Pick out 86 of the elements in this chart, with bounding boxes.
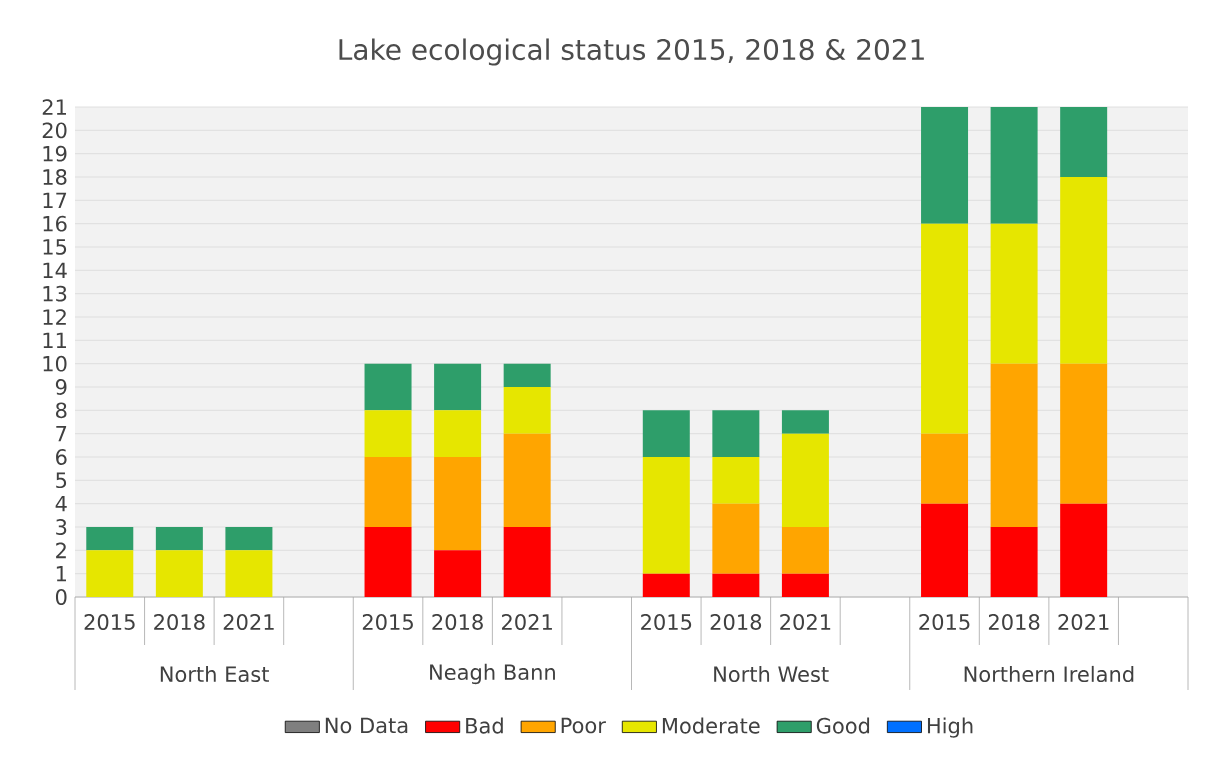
- y-tick-label: 8: [55, 402, 67, 419]
- y-tick-label: 9: [55, 379, 67, 395]
- bar: [1060, 363, 1108, 504]
- bar: [503, 363, 551, 387]
- x-tick-label: 2015: [362, 614, 413, 630]
- bar: [712, 457, 760, 504]
- y-tick-label: 1: [56, 566, 66, 582]
- y-tick-label: 11: [43, 332, 66, 348]
- bar: [642, 457, 690, 574]
- x-tick-label: 2018: [710, 614, 762, 630]
- bar: [364, 527, 412, 597]
- x-tick-label: 2018: [154, 614, 205, 630]
- x-tick-label: 2015: [84, 614, 135, 630]
- bar: [781, 433, 829, 527]
- bar: [364, 363, 412, 411]
- x-tick-label: 2015: [919, 614, 970, 630]
- bar: [434, 550, 482, 597]
- chart-title: Lake ecological status 2015, 2018 & 2021: [339, 38, 924, 66]
- y-tick-label: 10: [43, 355, 67, 372]
- bar: [86, 527, 134, 551]
- text: North West: [714, 665, 829, 683]
- bar: [781, 527, 829, 574]
- bar: [712, 410, 760, 457]
- bar: [990, 223, 1038, 364]
- bar: [1060, 177, 1108, 364]
- bar: [503, 527, 551, 597]
- y-tick-label: 20: [42, 122, 67, 139]
- y-tick-label: 4: [55, 496, 67, 512]
- legend-label: Good: [816, 717, 870, 734]
- x-tick-label: 2021: [1058, 614, 1109, 630]
- bar: [642, 573, 690, 597]
- bar: [990, 107, 1038, 224]
- bar: [225, 550, 273, 597]
- x-tick-label: 2018: [432, 614, 483, 630]
- text: North East: [160, 665, 269, 683]
- bar: [781, 410, 829, 434]
- text: Northern Ireland: [964, 665, 1134, 683]
- y-tick-label: 17: [43, 192, 67, 208]
- text: Neagh Bann: [430, 663, 555, 685]
- bar: [1060, 107, 1108, 177]
- y-tick-label: 19: [43, 145, 67, 162]
- y-tick-label: 16: [43, 215, 67, 232]
- bar: [1060, 503, 1108, 597]
- bar: [434, 457, 482, 551]
- legend-label: Poor: [561, 717, 606, 734]
- y-tick-label: 14: [43, 262, 67, 278]
- y-tick-label: 2: [56, 542, 66, 559]
- bar: [225, 527, 273, 551]
- bar: [990, 527, 1038, 597]
- bar: [434, 410, 482, 457]
- x-tick-label: 2021: [780, 614, 831, 630]
- legend-label: No Data: [325, 717, 408, 734]
- y-tick-label: 0: [55, 589, 67, 605]
- bar: [434, 363, 482, 411]
- y-tick-label: 5: [56, 472, 67, 489]
- y-tick-label: 18: [43, 169, 67, 185]
- y-tick-label: 3: [56, 519, 67, 535]
- bar: [364, 410, 412, 457]
- bar: [155, 527, 203, 551]
- bar: [921, 223, 969, 434]
- x-tick-label: 2018: [988, 614, 1040, 630]
- bar: [503, 387, 551, 434]
- y-tick-label: 13: [43, 285, 67, 302]
- bar: [921, 433, 969, 504]
- y-tick-label: 6: [56, 449, 67, 465]
- legend-label: High: [927, 717, 973, 738]
- x-tick-label: 2021: [223, 614, 274, 630]
- bar: [364, 457, 412, 527]
- legend-label: Bad: [466, 717, 503, 734]
- bar: [155, 550, 203, 597]
- bar: [921, 107, 969, 224]
- bar: [781, 573, 829, 597]
- bar: [990, 363, 1038, 527]
- bar: [712, 573, 760, 597]
- bar: [921, 503, 969, 597]
- y-tick-label: 21: [42, 99, 66, 115]
- x-tick-label: 2021: [501, 614, 552, 630]
- y-tick-label: 15: [43, 239, 67, 255]
- y-tick-label: 7: [56, 426, 67, 442]
- bar: [642, 410, 690, 457]
- x-tick-label: 2015: [641, 614, 692, 630]
- y-tick-label: 12: [43, 309, 66, 325]
- legend-label: Moderate: [662, 717, 760, 734]
- bar: [712, 503, 760, 574]
- bar: [86, 550, 134, 597]
- bar: [503, 433, 551, 527]
